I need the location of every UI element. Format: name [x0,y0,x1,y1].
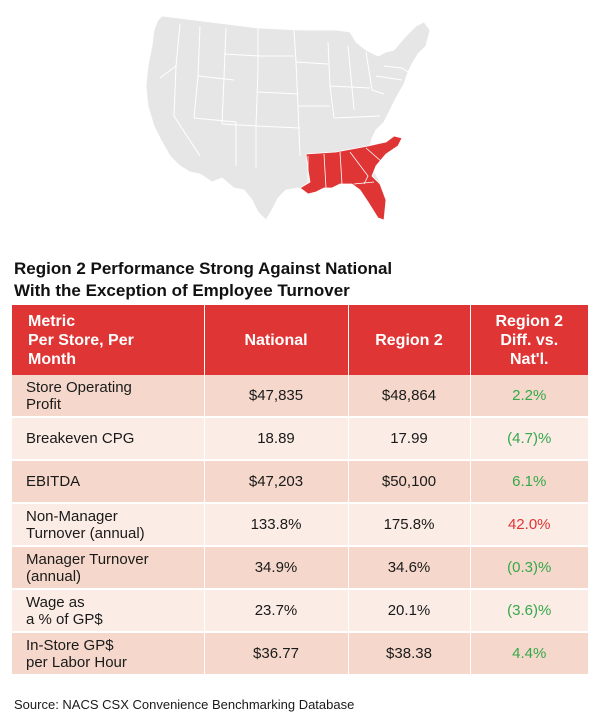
cell-metric: Store Operating Profit [12,375,205,418]
cell-metric-line: a % of GP$ [26,610,103,628]
header-diff-line: Nat'l. [510,350,549,368]
cell-national: $47,203 [204,460,349,504]
header-region-2: Region 2 [348,305,471,375]
cell-metric-line: Store Operating [26,378,132,396]
cell-metric: Manager Turnover (annual) [12,546,205,590]
header-national: National [204,305,349,375]
cell-metric-line: (annual) [26,567,82,585]
cell-national: $36.77 [204,632,349,676]
cell-diff: (0.3)% [470,546,588,590]
cell-metric-line: Profit [26,395,62,413]
cell-metric-line: EBITDA [26,473,81,490]
cell-region-2: $48,864 [348,375,471,418]
cell-diff: (3.6)% [470,589,588,633]
cell-diff: 42.0% [470,503,588,547]
header-diff-line: Region 2 [495,312,564,330]
metrics-table: Metric Per Store, Per Month National Reg… [12,305,588,676]
table-title: Region 2 Performance Strong Against Nati… [14,258,574,302]
us-landmass [145,15,431,221]
title-line-1: Region 2 Performance Strong Against Nati… [14,259,393,278]
cell-metric-line: Turnover (annual) [26,524,145,542]
cell-region-2: 17.99 [348,417,471,461]
source-note: Source: NACS CSX Convenience Benchmarkin… [14,697,355,712]
table-row: Breakeven CPG 18.89 17.99 (4.7)% [12,417,588,461]
table-row: Manager Turnover (annual) 34.9% 34.6% (0.3)% [12,546,588,590]
cell-metric: Non-Manager Turnover (annual) [12,503,205,547]
cell-region-2: $38.38 [348,632,471,676]
header-metric-line: Metric [28,312,76,330]
cell-diff: 4.4% [470,632,588,676]
table-row: Non-Manager Turnover (annual) 133.8% 175.8%… [12,503,588,547]
cell-metric-line: In-Store GP$ [26,636,114,654]
us-map-svg [145,15,431,221]
header-metric: Metric Per Store, Per Month [12,305,205,375]
header-metric-line: Per Store, Per [28,331,134,349]
cell-national: $47,835 [204,375,349,418]
table-row: In-Store GP$ per Labor Hour $36.77 $38.38 4.… [12,632,588,676]
cell-metric: EBITDA [12,460,205,504]
cell-metric: Wage as a % of GP$ [12,589,205,633]
table-row: Store Operating Profit $47,835 $48,864 2.2% [12,375,588,418]
cell-metric: Breakeven CPG [12,417,205,461]
cell-metric-line: Manager Turnover [26,550,149,568]
cell-national: 18.89 [204,417,349,461]
cell-metric: In-Store GP$ per Labor Hour [12,632,205,676]
region-2-highlight [299,135,403,221]
header-diff: Region 2 Diff. vs. Nat'l. [470,305,588,375]
cell-region-2: 20.1% [348,589,471,633]
cell-metric-line: Wage as [26,593,85,611]
table-row: Wage as a % of GP$ 23.7% 20.1% (3.6)% [12,589,588,633]
cell-diff: (4.7)% [470,417,588,461]
table-row: EBITDA $47,203 $50,100 6.1% [12,460,588,504]
table-header-row: Metric Per Store, Per Month National Reg… [12,305,588,375]
header-diff-line: Diff. vs. [500,331,559,349]
cell-diff: 6.1% [470,460,588,504]
cell-metric-line: Non-Manager [26,507,118,525]
cell-metric-line: Breakeven CPG [26,430,135,447]
cell-diff: 2.2% [470,375,588,418]
title-line-2: With the Exception of Employee Turnover [14,281,350,300]
cell-national: 34.9% [204,546,349,590]
cell-national: 23.7% [204,589,349,633]
cell-region-2: 34.6% [348,546,471,590]
cell-national: 133.8% [204,503,349,547]
cell-metric-line: per Labor Hour [26,653,127,671]
cell-region-2: $50,100 [348,460,471,504]
header-metric-line: Month [28,350,76,368]
state-lines [159,23,409,168]
us-map [140,6,440,230]
cell-region-2: 175.8% [348,503,471,547]
